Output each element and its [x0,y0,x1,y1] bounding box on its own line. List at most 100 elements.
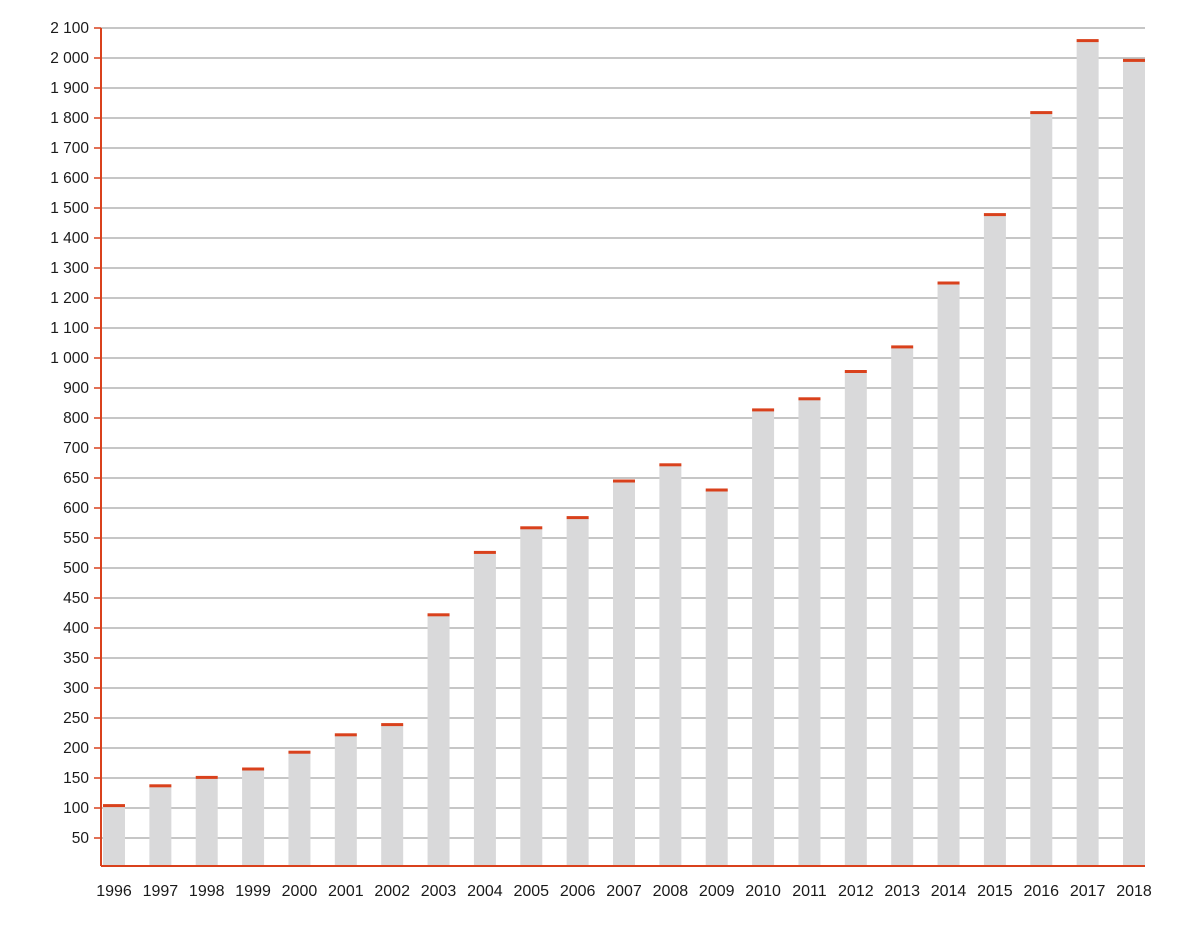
y-tick-label: 400 [63,620,89,637]
bar-cap-2018 [1123,58,1145,62]
x-tick-label: 2014 [931,883,967,900]
x-tick-label: 1998 [189,883,225,900]
bar-cap-2001 [334,733,357,737]
bar-cap-1996 [103,804,125,808]
x-tick-label: 2005 [513,883,549,900]
bar-1997 [149,785,172,866]
y-tick-label: 250 [63,710,89,727]
bar-1998 [195,777,218,866]
y-tick-label: 1 700 [50,140,89,157]
x-tick-label: 2016 [1023,883,1059,900]
bar-2016 [1030,112,1053,867]
x-tick-labels: 1996 1997 1998 1999 2000 2001 2002 2003 2004 2005… [96,883,1152,900]
bar-cap-2017 [1076,39,1099,43]
x-tick-label: 2001 [328,883,364,900]
x-tick-label: 1996 [96,883,132,900]
bar-2006 [566,517,589,866]
y-tick-label: 900 [63,380,89,397]
bar-1999 [242,769,265,866]
bar-cap-1997 [149,784,172,788]
x-tick-label: 2018 [1116,883,1152,900]
x-tick-label: 2008 [653,883,689,900]
gridlines [101,27,1145,839]
bar-2007 [613,481,635,866]
x-tick-label: 2003 [421,883,457,900]
bar-cap-2003 [427,613,450,617]
bar-cap-2011 [798,397,821,401]
bars [103,39,1145,867]
bar-cap-2008 [659,463,682,467]
y-tick-label: 1 500 [50,200,89,217]
y-tick-label: 500 [63,560,89,577]
x-tick-label: 2007 [606,883,642,900]
y-tick-label: 350 [63,650,89,667]
bar-cap-2000 [288,750,311,754]
x-tick-label: 2011 [792,883,827,900]
y-tick-label: 1 300 [50,260,89,277]
x-tick-label: 2000 [282,883,318,900]
bar-cap-2012 [844,370,867,373]
bar-cap-2009 [705,488,728,492]
bar-2001 [334,734,357,866]
bar-cap-2005 [520,526,543,530]
bar-cap-2007 [613,479,635,483]
y-tick-labels: 50 100 150 200 250 300 350 400 450 500 550 600 650 70… [50,20,89,847]
y-tick-label: 1 400 [50,230,89,247]
y-tick-label: 450 [63,590,89,607]
bar-cap-2004 [473,550,496,554]
x-tick-label: 2010 [745,883,781,900]
bar-cap-2015 [983,213,1006,217]
bar-cap-2013 [891,345,914,349]
y-tick-label: 2 000 [50,50,89,67]
bar-2014 [937,283,960,866]
bar-2004 [473,552,496,866]
x-tick-label: 2002 [374,883,410,900]
bar-cap-2014 [937,281,960,285]
y-tick-label: 1 000 [50,350,89,367]
y-tick-label: 650 [63,470,89,487]
bar-cap-2010 [752,408,775,412]
bar-2012 [844,371,867,866]
y-tick-label: 1 800 [50,110,89,127]
bar-2011 [798,398,821,866]
y-tick-label: 600 [63,500,89,517]
bar-cap-2016 [1030,111,1053,115]
x-tick-label: 2012 [838,883,874,900]
bar-2000 [288,752,311,866]
bar-2013 [891,346,914,866]
x-tick-label: 1999 [235,883,271,900]
bar-cap-2006 [566,516,589,520]
x-tick-label: 2013 [884,883,920,900]
bar-cap-2002 [381,723,404,727]
y-tick-label: 1 100 [50,320,89,337]
x-tick-label: 2017 [1070,883,1106,900]
y-tick-label: 1 200 [50,290,89,307]
y-tick-label: 200 [63,740,89,757]
y-tick-label: 300 [63,680,89,697]
bar-2003 [427,614,450,866]
y-tick-label: 700 [63,440,89,457]
y-tick-label: 100 [63,800,89,817]
bar-cap-1998 [195,775,218,779]
bar-2002 [381,724,404,866]
y-tick-label: 1 900 [50,80,89,97]
y-tick-label: 2 100 [50,20,89,37]
bar-2005 [520,527,543,866]
x-tick-label: 2004 [467,883,503,900]
bar-2018 [1123,60,1145,866]
x-tick-label: 2006 [560,883,596,900]
bar-1996 [103,805,125,866]
axes [94,27,1145,867]
x-tick-label: 1997 [143,883,179,900]
y-tick-label: 150 [63,770,89,787]
y-tick-label: 1 600 [50,170,89,187]
bar-cap-1999 [242,767,265,771]
bar-2008 [659,464,682,866]
x-tick-label: 2015 [977,883,1013,900]
bar-2009 [705,490,728,866]
bar-2010 [752,409,775,866]
y-tick-label: 550 [63,530,89,547]
bar-2017 [1076,40,1099,867]
y-tick-label: 800 [63,410,89,427]
